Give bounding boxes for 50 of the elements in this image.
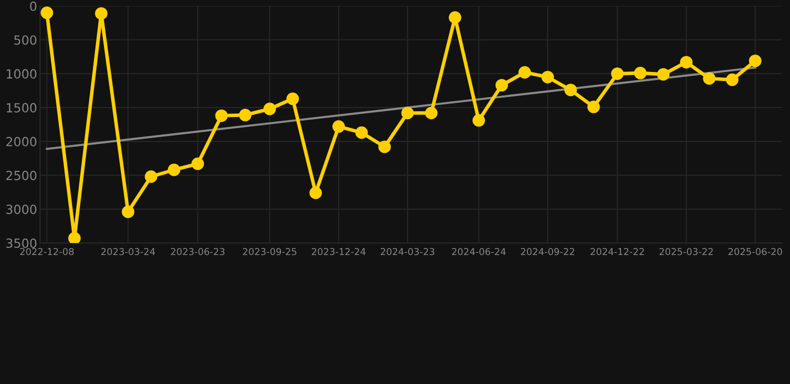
point [680,56,693,68]
x-tick-label: 2025-06-20 [728,248,782,256]
point [286,92,299,106]
point [748,54,762,68]
point [355,126,368,139]
point [68,232,81,243]
point [726,74,738,86]
point [309,186,322,200]
x-tick-label: 2024-09-22 [520,248,574,256]
point [703,72,716,85]
point [657,68,670,81]
y-tick-label: 1500 [6,103,36,112]
x-tick-label: 2022-12-08 [20,248,74,256]
x-tick-label: 2023-09-25 [242,248,296,256]
x-tick-label: 2023-06-23 [170,248,224,256]
x-tick-label: 2023-03-24 [101,248,155,256]
point [332,120,345,133]
point [587,100,600,114]
y-tick-label: 0 [30,1,36,11]
point [95,7,108,20]
point [564,84,577,96]
y-tick-label: 2500 [6,170,36,180]
point [401,106,414,120]
point [425,106,438,120]
x-tick-label: 2023-12-24 [312,248,366,256]
y-tick-label: 2000 [6,136,36,146]
x-tick-label: 2024-06-24 [452,248,506,256]
point [144,170,158,183]
point [40,6,54,20]
x-tick-label: 2024-12-22 [590,248,644,256]
point [472,114,486,127]
point [263,102,276,116]
x-tick-label: 2025-03-22 [660,248,713,256]
point [634,66,647,80]
y-tick-label: 3500 [6,238,36,248]
point [122,206,134,218]
point [168,164,180,176]
y-tick-label: 1000 [6,69,36,79]
point [495,78,508,92]
y-tick-label: 3000 [6,204,36,214]
point [238,108,252,122]
point [378,140,391,154]
point [215,109,228,122]
point [518,66,531,79]
point [541,70,554,84]
point [191,158,204,170]
point [448,11,462,24]
x-tick-label: 2024-03-23 [380,248,434,256]
point [611,67,624,80]
y-tick-label: 500 [14,35,36,45]
